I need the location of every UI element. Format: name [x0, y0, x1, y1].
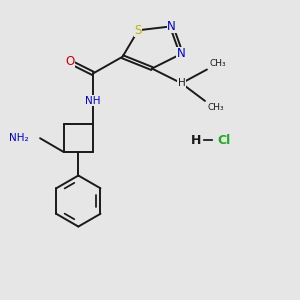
- Text: H: H: [191, 134, 201, 147]
- Text: Cl: Cl: [217, 134, 230, 147]
- Text: H: H: [178, 78, 185, 88]
- Text: O: O: [65, 55, 74, 68]
- Text: N: N: [177, 47, 186, 60]
- Text: CH₃: CH₃: [208, 103, 224, 112]
- Text: N: N: [167, 20, 176, 33]
- Text: NH: NH: [85, 96, 101, 106]
- Text: CH₃: CH₃: [210, 58, 226, 68]
- Text: NH₂: NH₂: [9, 133, 28, 143]
- Text: S: S: [134, 24, 142, 37]
